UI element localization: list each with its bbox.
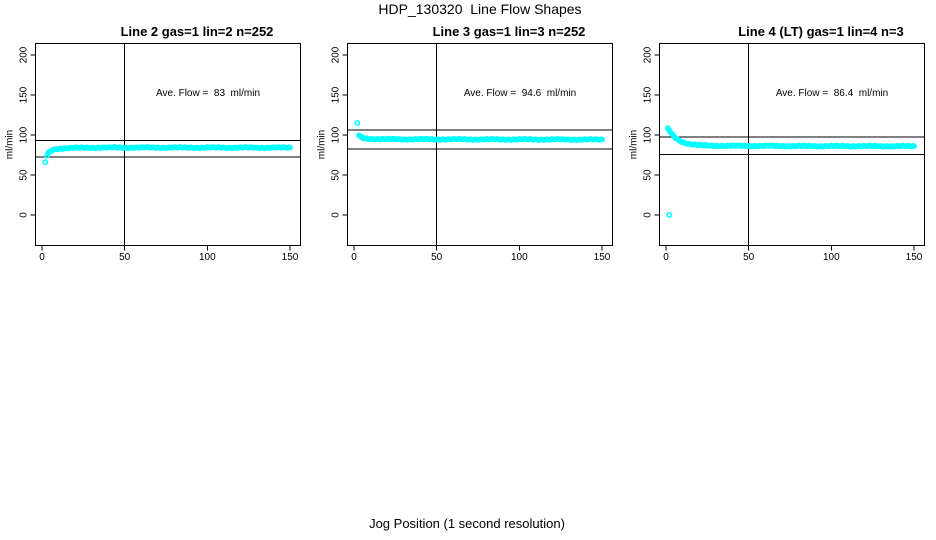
x-tick-label: 50 (119, 252, 131, 263)
x-tick-label: 0 (351, 252, 357, 263)
y-tick-label: 100 (19, 126, 30, 143)
x-axis-title: Jog Position (1 second resolution) (369, 516, 565, 531)
figure-title: HDP_130320 Line Flow Shapes (378, 1, 582, 17)
plot-area: 0 50 100 150 200 0 50 100 150 ml/min (629, 43, 925, 263)
y-tick-label: 150 (331, 86, 342, 103)
plot-box (35, 43, 301, 246)
ave-flow-annotation: Ave. Flow = 94.6 ml/min (463, 88, 577, 99)
outlier-point (666, 212, 673, 218)
panel-title: Line 2 gas=1 lin=2 n=252 (120, 24, 274, 39)
y-tick-label: 200 (643, 46, 654, 63)
x-tick-label: 0 (663, 252, 669, 263)
y-tick-label: 50 (643, 169, 654, 181)
y-tick-label: 100 (331, 126, 342, 143)
outlier-point (42, 159, 49, 166)
panel-line-4: 0 50 100 150 200 0 50 100 150 ml/min Line 4 (LT) … (624, 0, 936, 270)
y-tick-label: 0 (19, 212, 30, 218)
plot-area: 0 50 100 150 200 0 50 100 150 ml/min (317, 43, 613, 263)
plot-box (347, 43, 613, 246)
x-tick-label: 50 (743, 252, 755, 263)
y-tick-label: 200 (19, 46, 30, 63)
x-tick-label: 150 (594, 252, 611, 263)
x-tick-label: 0 (39, 252, 45, 263)
plot-box (659, 43, 925, 246)
outlier-point (354, 120, 361, 126)
x-tick-label: 50 (431, 252, 443, 263)
x-tick-label: 100 (511, 252, 528, 263)
y-axis-unit-label: ml/min (317, 130, 328, 159)
x-tick-label: 100 (823, 252, 840, 263)
panel-title: Line 3 gas=1 lin=3 n=252 (432, 24, 586, 39)
y-tick-label: 0 (331, 212, 342, 218)
plot-line-2: 0 50 100 150 200 0 50 100 150 ml/min (5, 43, 301, 263)
plot-line-3: 0 50 100 150 200 0 50 100 150 ml/min (317, 43, 613, 263)
panel-line-2: 0 50 100 150 200 0 50 100 150 ml/min Line 2 gas=1… (0, 0, 312, 270)
y-tick-label: 100 (643, 126, 654, 143)
x-tick-label: 150 (906, 252, 923, 263)
y-axis-unit-label: ml/min (5, 130, 16, 159)
ave-flow-annotation: Ave. Flow = 86.4 ml/min (775, 88, 889, 99)
panel-title: Line 4 (LT) gas=1 lin=4 n=3 (738, 24, 904, 39)
plot-line-4: 0 50 100 150 200 0 50 100 150 ml/min (629, 43, 925, 263)
y-tick-label: 50 (331, 169, 342, 181)
panel-line-3: 0 50 100 150 200 0 50 100 150 ml/min Line 3 gas=1… (312, 0, 624, 270)
data-points (354, 120, 605, 143)
x-tick-label: 100 (199, 252, 216, 263)
ave-flow-annotation: Ave. Flow = 83 ml/min (155, 88, 261, 99)
y-tick-label: 50 (19, 169, 30, 181)
y-tick-label: 0 (643, 212, 654, 218)
data-points (42, 144, 293, 166)
y-axis-unit-label: ml/min (629, 130, 640, 159)
y-tick-label: 200 (331, 46, 342, 63)
y-tick-label: 150 (643, 86, 654, 103)
data-points (664, 125, 917, 218)
x-tick-label: 150 (282, 252, 299, 263)
plot-area: 0 50 100 150 200 0 50 100 150 ml/min (5, 43, 301, 263)
y-tick-label: 150 (19, 86, 30, 103)
